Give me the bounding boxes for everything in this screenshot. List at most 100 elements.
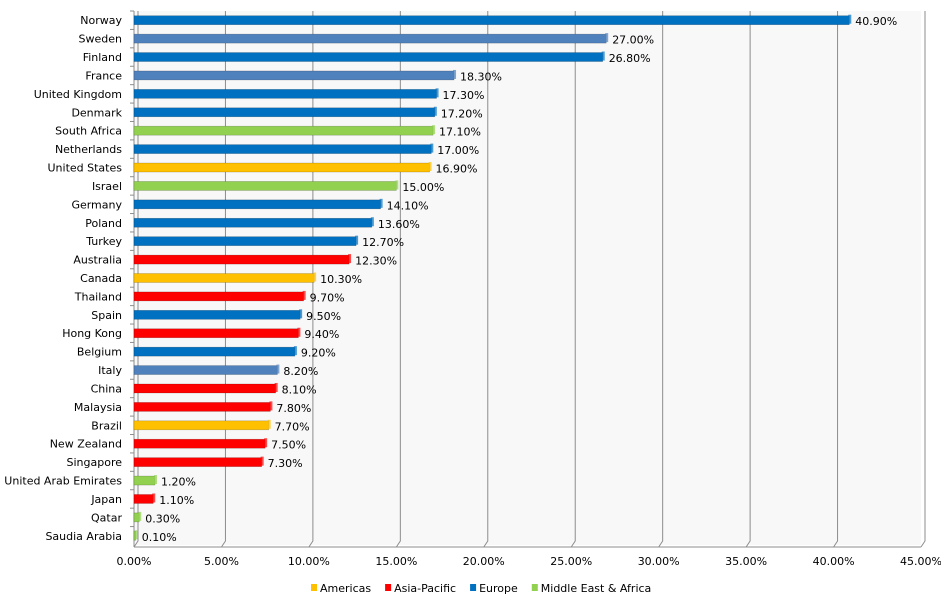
bar-end <box>848 14 852 24</box>
bar-end <box>293 346 297 356</box>
data-label: 7.30% <box>268 457 303 470</box>
gridline <box>920 11 926 548</box>
category-label: Hong Kong <box>62 327 122 340</box>
data-label: 12.30% <box>355 255 397 268</box>
x-tick-label: 30.00% <box>638 555 680 568</box>
category-label: Qatar <box>91 511 122 524</box>
data-label: 7.80% <box>276 402 311 415</box>
data-label: 1.20% <box>161 476 196 489</box>
bar <box>133 494 154 504</box>
category-label: Norway <box>80 14 122 27</box>
bar-end <box>348 254 352 264</box>
bar-end <box>274 382 278 392</box>
bar <box>133 144 432 154</box>
bar <box>133 402 271 412</box>
bar-end <box>428 162 432 172</box>
category-label: China <box>91 382 122 395</box>
bar-end <box>605 33 609 43</box>
gridline <box>833 11 839 548</box>
bar-end <box>276 364 280 374</box>
category-label: United States <box>48 162 123 175</box>
data-label: 13.60% <box>378 218 420 231</box>
bar <box>133 254 350 265</box>
x-tick-label: 20.00% <box>463 555 505 568</box>
x-tick-label: 40.00% <box>813 555 855 568</box>
bar <box>133 346 296 357</box>
x-tick-label: 45.00% <box>900 555 941 568</box>
data-label: 17.10% <box>439 126 481 139</box>
category-label: Poland <box>85 217 122 230</box>
bar-end <box>267 419 271 429</box>
bar-end <box>453 69 457 79</box>
bar-end <box>302 290 306 300</box>
category-label: Germany <box>71 198 122 211</box>
bar-end <box>138 511 142 521</box>
category-label: Brazil <box>91 419 122 432</box>
bar <box>133 107 436 118</box>
bar <box>133 475 156 486</box>
x-tick-label: 15.00% <box>375 555 417 568</box>
bar-end <box>601 51 605 61</box>
data-label: 0.10% <box>142 531 177 544</box>
data-label: 15.00% <box>402 181 444 194</box>
data-label: 9.40% <box>304 328 339 341</box>
bar <box>133 236 357 246</box>
x-tick-label: 10.00% <box>288 555 330 568</box>
gridline <box>745 11 751 548</box>
data-label: 40.90% <box>855 15 897 28</box>
data-label: 17.20% <box>441 107 483 120</box>
x-tick-label: 35.00% <box>725 555 767 568</box>
data-label: 27.00% <box>612 34 654 47</box>
category-label: Japan <box>90 493 122 506</box>
bar-end <box>299 309 303 319</box>
category-label: Malaysia <box>74 401 122 414</box>
legend-swatch <box>311 584 317 591</box>
bar <box>133 125 434 136</box>
data-label: 1.10% <box>159 494 194 507</box>
category-label: Belgium <box>77 346 122 359</box>
bar <box>133 52 604 62</box>
category-label: Italy <box>98 364 122 377</box>
category-label: France <box>85 69 122 82</box>
bar <box>133 181 397 191</box>
bar <box>133 33 607 44</box>
bar <box>133 310 301 320</box>
data-label: 9.50% <box>306 310 341 323</box>
x-tick-label: 0.00% <box>117 555 152 568</box>
bar-end <box>370 217 374 227</box>
data-label: 9.70% <box>310 291 345 304</box>
category-label: Saudia Arabia <box>45 530 122 543</box>
gridline <box>570 11 576 548</box>
x-tick-label: 25.00% <box>550 555 592 568</box>
category-label: Singapore <box>67 456 123 469</box>
bar-end <box>379 198 383 208</box>
data-label: 17.30% <box>443 89 485 102</box>
legend-swatch <box>531 584 538 591</box>
bar <box>133 217 373 228</box>
bar <box>133 457 262 467</box>
data-label: 7.70% <box>275 420 310 433</box>
bar-end <box>269 401 273 411</box>
data-label: 10.30% <box>320 273 362 286</box>
bar-end <box>395 180 399 190</box>
bar <box>133 328 299 339</box>
category-label: Turkey <box>85 235 122 248</box>
data-label: 8.10% <box>282 383 317 396</box>
bar-end <box>435 88 439 98</box>
data-label: 18.30% <box>460 70 502 83</box>
category-label: New Zealand <box>50 438 122 451</box>
category-label: Denmark <box>71 106 122 119</box>
bar <box>133 383 276 394</box>
bar <box>133 438 266 449</box>
data-label: 9.20% <box>301 347 336 360</box>
category-label: South Africa <box>55 125 122 138</box>
legend-swatch <box>470 584 477 591</box>
legend-label: Europe <box>479 582 518 595</box>
bar-end <box>313 272 317 282</box>
legend-swatch <box>385 584 392 591</box>
bar <box>133 420 269 431</box>
category-label: United Kingdom <box>34 88 122 101</box>
x-tick-label: 5.00% <box>204 555 239 568</box>
category-label: Canada <box>80 272 122 285</box>
